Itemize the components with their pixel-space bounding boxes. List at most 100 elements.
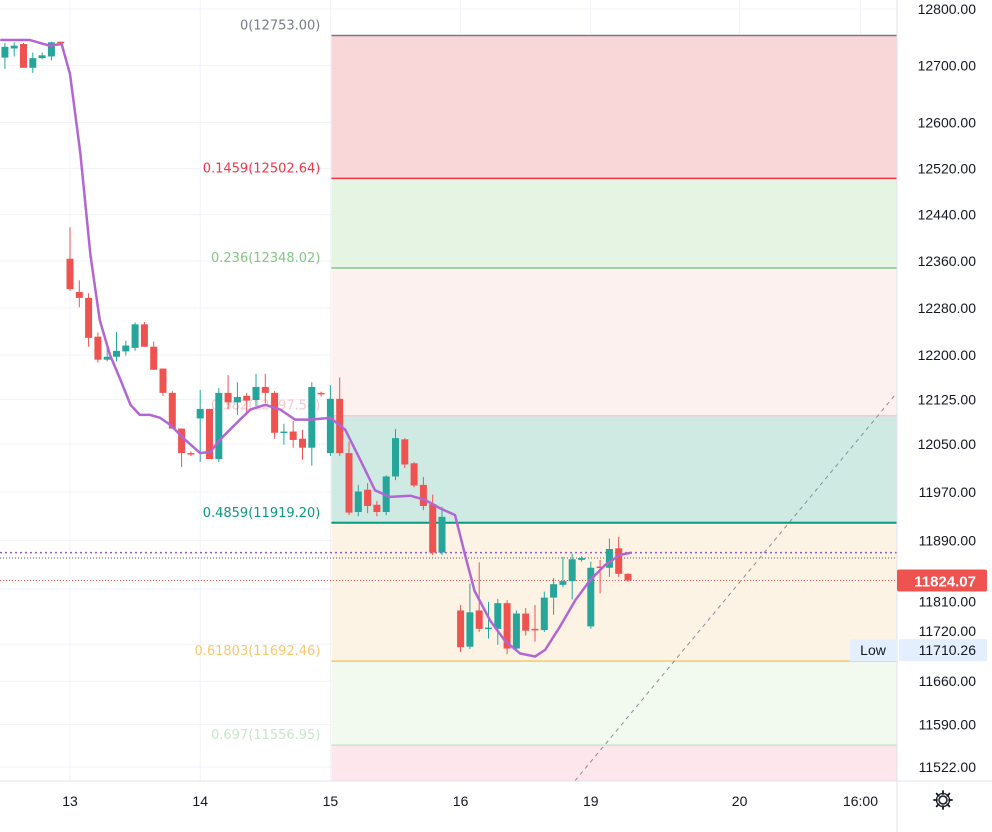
price-tick-label: 12050.00 bbox=[918, 436, 977, 452]
candle-up bbox=[308, 386, 316, 448]
time-tick-label: 15 bbox=[323, 793, 339, 809]
low-marker-price-bg bbox=[899, 639, 987, 662]
candle-up bbox=[494, 603, 502, 629]
price-tick-label: 12125.00 bbox=[918, 391, 977, 407]
candle-down bbox=[531, 628, 539, 631]
price-tick-label: 11810.00 bbox=[919, 594, 977, 610]
price-tick-label: 12280.00 bbox=[918, 300, 977, 316]
candle-up bbox=[113, 350, 120, 357]
last-price-label: 11824.07 bbox=[914, 574, 976, 591]
candle-down bbox=[20, 43, 27, 68]
candle-up bbox=[392, 438, 399, 477]
low-marker-title-bg bbox=[850, 639, 897, 662]
fib-label-0.4859: 0.4859(11919.20) bbox=[203, 506, 321, 521]
fib-zone-0.1459 bbox=[331, 178, 897, 269]
price-tick-label: 12800.00 bbox=[918, 1, 977, 17]
candle-down bbox=[299, 438, 306, 448]
time-tick-label: 20 bbox=[732, 793, 748, 809]
candle-down bbox=[345, 453, 353, 513]
candle-down bbox=[364, 489, 372, 506]
time-tick-label: 19 bbox=[583, 793, 599, 809]
candle-down bbox=[289, 431, 297, 440]
candle-down bbox=[457, 610, 465, 648]
time-tick-label: 14 bbox=[192, 793, 208, 809]
candle-down bbox=[168, 392, 176, 429]
low-marker-price: 11710.26 bbox=[919, 642, 977, 658]
candle-up bbox=[131, 324, 139, 348]
candle-down bbox=[429, 504, 437, 553]
gear-icon[interactable] bbox=[932, 789, 954, 811]
candle-up bbox=[485, 627, 492, 630]
candle-down bbox=[187, 453, 195, 455]
fib-label-0.382: 0.382(12097.54) bbox=[211, 399, 320, 414]
candle-down bbox=[140, 324, 148, 347]
fib-zone-0 bbox=[331, 35, 897, 179]
candle-up bbox=[103, 356, 111, 360]
fib-label-0.697: 0.697(11556.95) bbox=[211, 728, 320, 743]
candle-down bbox=[401, 439, 409, 465]
price-tick-label: 12700.00 bbox=[918, 58, 977, 74]
fib-zone-0.4859 bbox=[331, 522, 897, 662]
price-tick-label: 12200.00 bbox=[918, 347, 977, 363]
candle-down bbox=[206, 408, 213, 460]
candle-down bbox=[624, 573, 632, 581]
candle-up bbox=[38, 55, 46, 59]
candle-down bbox=[475, 610, 483, 629]
candle-down bbox=[85, 297, 93, 338]
candle-down bbox=[94, 336, 102, 360]
candle-down bbox=[224, 392, 232, 403]
price-tick-label: 11970.00 bbox=[919, 484, 977, 500]
candle-down bbox=[596, 566, 604, 569]
candle-down bbox=[522, 613, 530, 631]
candle-down bbox=[271, 392, 279, 433]
fib-label-0.61803: 0.61803(11692.46) bbox=[194, 644, 320, 659]
moving-average-line bbox=[0, 38, 632, 658]
candle-up bbox=[568, 559, 576, 582]
candle-up bbox=[326, 398, 334, 454]
candle-down bbox=[261, 386, 269, 393]
candle-up bbox=[122, 345, 130, 352]
candle-up bbox=[550, 584, 558, 598]
candle-down bbox=[57, 41, 65, 44]
candle-up bbox=[605, 548, 613, 568]
fib-label-0.236: 0.236(12348.02) bbox=[211, 251, 320, 266]
fib-zone-0.61803 bbox=[331, 661, 897, 746]
candle-up bbox=[29, 58, 37, 68]
candle-up bbox=[252, 386, 260, 400]
price-tick-label: 11522.00 bbox=[919, 759, 977, 775]
time-tick-label: 13 bbox=[62, 793, 78, 809]
candle-down bbox=[150, 346, 158, 370]
candle-up bbox=[540, 597, 548, 631]
candle-up bbox=[10, 45, 18, 49]
trend-line[interactable] bbox=[574, 392, 898, 782]
candle-down bbox=[410, 463, 418, 486]
candle-up bbox=[466, 612, 474, 647]
candle-down bbox=[159, 368, 167, 393]
fib-zone-0.697 bbox=[331, 745, 897, 781]
candle-down bbox=[503, 603, 511, 649]
candle-up bbox=[559, 581, 567, 585]
price-tick-label: 12520.00 bbox=[918, 160, 977, 176]
price-tick-label: 11720.00 bbox=[919, 623, 977, 639]
candle-up bbox=[587, 567, 595, 627]
candle-down bbox=[615, 548, 623, 574]
candle-down bbox=[178, 428, 186, 454]
candle-down bbox=[243, 395, 251, 401]
price-tick-label: 11590.00 bbox=[919, 717, 977, 733]
time-tick-label: 16:00 bbox=[843, 793, 878, 809]
fib-label-0.1459: 0.1459(12502.64) bbox=[203, 161, 321, 176]
time-tick-label: 16 bbox=[453, 793, 469, 809]
candle-up bbox=[1, 46, 9, 58]
price-tick-label: 12440.00 bbox=[918, 207, 977, 223]
last-price-badge bbox=[897, 569, 987, 592]
price-tick-label: 11890.00 bbox=[919, 532, 977, 548]
price-tick-label: 12360.00 bbox=[918, 253, 977, 269]
candle-up bbox=[354, 491, 362, 513]
candle-up bbox=[438, 516, 446, 553]
candle-up bbox=[196, 408, 204, 419]
candle-up bbox=[280, 431, 288, 434]
low-marker-title: Low bbox=[860, 642, 887, 658]
candle-down bbox=[317, 392, 325, 395]
fib-label-0: 0(12753.00) bbox=[240, 19, 320, 34]
